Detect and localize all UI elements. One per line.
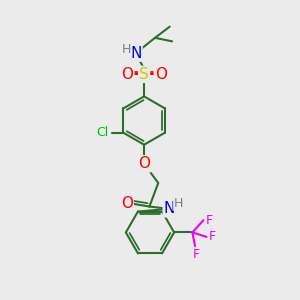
Text: N: N (164, 201, 175, 216)
Text: O: O (155, 67, 167, 82)
Text: S: S (139, 67, 149, 82)
Text: Cl: Cl (96, 126, 108, 139)
Text: O: O (138, 156, 150, 171)
Text: H: H (174, 197, 184, 210)
Text: F: F (209, 230, 216, 243)
Text: O: O (121, 67, 133, 82)
Text: F: F (192, 248, 200, 261)
Text: O: O (121, 196, 133, 211)
Text: H: H (122, 43, 131, 56)
Text: F: F (205, 214, 212, 226)
Text: N: N (130, 46, 142, 61)
